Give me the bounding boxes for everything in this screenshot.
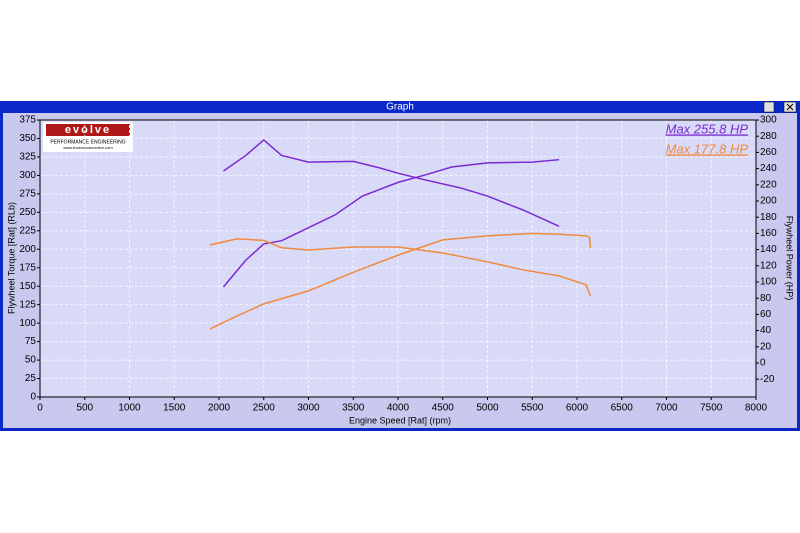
annotation: Max 255.8 HP bbox=[666, 121, 749, 136]
logo-brand: evolve bbox=[65, 124, 111, 136]
y-tick-label: 275 bbox=[19, 189, 36, 200]
x-tick-label: 0 bbox=[37, 403, 43, 414]
y2-tick-label: 280 bbox=[760, 131, 777, 142]
y2-tick-label: 60 bbox=[760, 309, 772, 320]
y-tick-label: 150 bbox=[19, 281, 36, 292]
y2-tick-label: 40 bbox=[760, 325, 772, 336]
logo-banner bbox=[46, 124, 130, 136]
x-tick-label: 1000 bbox=[118, 403, 141, 414]
plot-border bbox=[39, 119, 757, 398]
x-tick-label: 500 bbox=[76, 403, 93, 414]
y2-tick-label: -20 bbox=[760, 374, 775, 385]
y2-tick-label: 180 bbox=[760, 212, 777, 223]
y2-tick-label: 80 bbox=[760, 293, 772, 304]
y-tick-label: 100 bbox=[19, 318, 36, 329]
series-line bbox=[209, 238, 592, 297]
y2-tick-label: 120 bbox=[760, 260, 777, 271]
x-tick-label: 2500 bbox=[253, 403, 276, 414]
x-tick-label: 7000 bbox=[655, 403, 678, 414]
x-tick-label: 6000 bbox=[566, 403, 589, 414]
y-tick-label: 0 bbox=[30, 392, 36, 403]
y-tick-label: 75 bbox=[25, 336, 37, 347]
x-tick-label: 2000 bbox=[208, 403, 231, 414]
y2-tick-label: 160 bbox=[760, 228, 777, 239]
y2-tick-label: 200 bbox=[760, 196, 777, 207]
x-tick-label: 1500 bbox=[163, 403, 186, 414]
y-tick-label: 250 bbox=[19, 207, 36, 218]
series-line bbox=[223, 138, 560, 228]
y2-tick-label: 20 bbox=[760, 341, 772, 352]
y2-tick-label: 140 bbox=[760, 244, 777, 255]
x-tick-label: 4500 bbox=[432, 403, 455, 414]
window-title: Graph bbox=[386, 102, 414, 113]
x-tick-label: 3500 bbox=[342, 403, 365, 414]
y-axis-title: Flywheel Torque [Rat] (RLb) bbox=[6, 202, 16, 314]
x-tick-label: 5000 bbox=[476, 403, 499, 414]
y-tick-label: 175 bbox=[19, 262, 36, 273]
y-tick-label: 125 bbox=[19, 299, 36, 310]
x-tick-label: 6500 bbox=[611, 403, 634, 414]
y2-tick-label: 300 bbox=[760, 115, 777, 126]
y2-axis-title: Flywheel Power (HP) bbox=[785, 216, 795, 301]
x-tick-label: 5500 bbox=[521, 403, 544, 414]
logo-url: www.evolveautomotive.com bbox=[63, 145, 113, 150]
y2-tick-label: 100 bbox=[760, 277, 777, 288]
y-tick-label: 50 bbox=[25, 355, 37, 366]
annotation: Max 177.8 HP bbox=[666, 141, 749, 156]
x-tick-label: 8000 bbox=[745, 403, 768, 414]
y-tick-label: 200 bbox=[19, 244, 36, 255]
y-tick-label: 25 bbox=[25, 373, 37, 384]
y-tick-label: 225 bbox=[19, 225, 36, 236]
x-axis-title: Engine Speed [Rat] (rpm) bbox=[349, 415, 451, 425]
y2-tick-label: 260 bbox=[760, 147, 777, 158]
series-line bbox=[222, 158, 560, 288]
close-icon bbox=[786, 103, 794, 111]
logo-tagline: PERFORMANCE ENGINEERING bbox=[50, 139, 125, 145]
x-tick-label: 7500 bbox=[700, 403, 723, 414]
y-tick-label: 325 bbox=[19, 152, 36, 163]
y2-tick-label: 240 bbox=[760, 163, 777, 174]
x-tick-label: 4000 bbox=[387, 403, 410, 414]
restore-button[interactable] bbox=[763, 101, 775, 113]
y-tick-label: 375 bbox=[19, 115, 36, 126]
y-tick-label: 300 bbox=[19, 170, 36, 181]
y2-tick-label: 220 bbox=[760, 179, 777, 190]
y2-tick-label: 0 bbox=[760, 358, 766, 369]
x-tick-label: 3000 bbox=[297, 403, 320, 414]
y-tick-label: 350 bbox=[19, 133, 36, 144]
series-line bbox=[209, 232, 592, 330]
